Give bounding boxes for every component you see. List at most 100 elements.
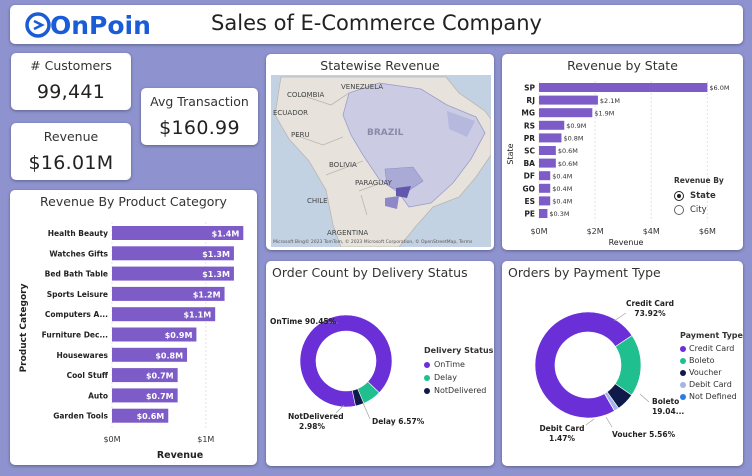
payment-type-card: Orders by Payment Type Credit Card 73.92%… xyxy=(502,261,743,466)
donut-slice-ontime[interactable] xyxy=(299,314,393,408)
slice-label-notdelivered: NotDelivered xyxy=(288,412,344,421)
bar-value-label: $0.9M xyxy=(566,122,586,130)
donut-slice-notdelivered[interactable] xyxy=(351,388,365,407)
y-axis-title: Product Category xyxy=(19,283,29,372)
legend-item-voucher[interactable]: Voucher xyxy=(680,368,743,377)
slice-label-notdelivered-pct: 2.98% xyxy=(299,422,326,431)
category-bar[interactable] xyxy=(112,368,178,383)
map-label-venezuela: VENEZUELA xyxy=(341,83,383,91)
map-region-sp[interactable] xyxy=(396,186,411,198)
donut-slice-not-defined[interactable] xyxy=(604,393,615,412)
toggle-option-state[interactable]: State xyxy=(674,191,724,201)
map-region-south[interactable] xyxy=(384,166,424,194)
statewise-revenue-map-card: Statewise Revenue VENEZUELA COLOMBIA ECU… xyxy=(266,54,494,250)
slice-label-credit-card: Credit Card xyxy=(626,299,674,308)
slice-label-ontime: OnTime 90.45% xyxy=(270,317,337,326)
category-bar[interactable] xyxy=(112,327,197,342)
category-bar[interactable] xyxy=(112,226,244,240)
bar-value-label: $1.2M xyxy=(193,290,221,299)
slice-label-credit-card-pct: 73.92% xyxy=(634,309,666,318)
map-region-rs[interactable] xyxy=(385,196,399,209)
toggle-option-city[interactable]: City xyxy=(674,205,724,215)
kpi-avg-transaction-value: $160.99 xyxy=(159,117,240,139)
state-bar[interactable] xyxy=(539,83,708,92)
state-label: DF xyxy=(524,172,535,181)
legend-item-delay[interactable]: Delay xyxy=(424,373,493,382)
slice-label-debit-card-pct: 1.47% xyxy=(549,434,576,443)
logo-text: OnPoint xyxy=(50,11,150,40)
kpi-customers-label: # Customers xyxy=(30,58,112,73)
category-bar[interactable] xyxy=(112,388,178,403)
category-bar[interactable] xyxy=(112,246,234,261)
bar-value-label: $0.7M xyxy=(146,372,174,381)
category-bar[interactable] xyxy=(112,286,225,301)
map-canvas[interactable]: VENEZUELA COLOMBIA ECUADOR PERU BRAZIL B… xyxy=(271,75,491,247)
legend-dot-icon xyxy=(424,387,430,394)
map-label-chile: CHILE xyxy=(307,197,328,205)
legend-item-boleto[interactable]: Boleto xyxy=(680,356,743,365)
state-bar[interactable] xyxy=(539,171,551,181)
legend-item-debit-card[interactable]: Debit Card xyxy=(680,380,743,389)
leader-line xyxy=(613,312,627,322)
state-bar[interactable] xyxy=(539,158,556,168)
legend-label: Boleto xyxy=(689,356,715,365)
category-bar[interactable] xyxy=(112,266,234,281)
category-bar[interactable] xyxy=(112,347,188,362)
state-bar[interactable] xyxy=(539,209,548,218)
state-bar-chart: $0M $2M $4M $6M SP $6.0M RJ $2.1M MG $1.9M RS $0.9M… xyxy=(506,81,729,247)
category-label: Watches Gifts xyxy=(49,249,108,258)
delivery-legend: Delivery Status OnTime Delay NotDelivere… xyxy=(424,346,493,395)
legend-dot-icon xyxy=(424,374,430,381)
donut-slice-credit-card[interactable] xyxy=(534,311,633,419)
legend-label: OnTime xyxy=(434,360,465,369)
leader-line xyxy=(335,404,345,414)
category-label: Cool Stuff xyxy=(67,371,109,380)
state-bar[interactable] xyxy=(539,196,551,206)
map-label-paraguay: PARAGUAY xyxy=(355,179,393,187)
state-label: RJ xyxy=(526,96,535,105)
y-axis-title: State xyxy=(506,143,515,164)
state-label: BA xyxy=(523,159,535,168)
state-bar[interactable] xyxy=(539,95,598,105)
bar-value-label: $0.6M xyxy=(137,412,165,421)
legend-item-ontime[interactable]: OnTime xyxy=(424,360,493,369)
delivery-chart-title: Order Count by Delivery Status xyxy=(272,265,468,280)
category-bar[interactable] xyxy=(112,307,216,322)
bar-value-label: $1.1M xyxy=(183,311,211,320)
map-country-borders xyxy=(294,92,382,216)
category-label: Garden Tools xyxy=(53,412,108,421)
leader-line xyxy=(362,402,371,420)
legend-item-not-defined[interactable]: Not Defined xyxy=(680,392,743,401)
page-title: Sales of E-Commerce Company xyxy=(211,11,542,35)
bar-value-label: $0.7M xyxy=(146,392,174,401)
map-region-ne[interactable] xyxy=(447,111,475,137)
legend-dot-icon xyxy=(680,357,686,364)
payment-chart-title: Orders by Payment Type xyxy=(508,265,661,280)
state-bar[interactable] xyxy=(539,120,565,130)
legend-label: Voucher xyxy=(689,368,722,377)
state-bar[interactable] xyxy=(539,146,556,155)
header-bar: OnPoint Sales of E-Commerce Company xyxy=(10,5,743,44)
kpi-revenue-value: $16.01M xyxy=(28,152,114,174)
category-bar[interactable] xyxy=(112,408,169,423)
revenue-by-category-card: Revenue By Product Category $0M $1M Health… xyxy=(10,190,257,465)
bar-value-label: $0.6M xyxy=(558,147,578,155)
state-bar[interactable] xyxy=(539,133,562,143)
state-bar[interactable] xyxy=(539,108,593,118)
bar-value-label: $2.1M xyxy=(600,97,620,105)
legend-dot-icon xyxy=(424,361,430,368)
state-label: ES xyxy=(524,197,535,206)
legend-label: Credit Card xyxy=(689,344,735,353)
bar-value-label: $0.4M xyxy=(552,185,572,193)
state-bar[interactable] xyxy=(539,183,551,193)
map-credit[interactable]: © 2023 TomTom, © 2023 Microsoft Corporat… xyxy=(305,238,473,245)
state-label: SP xyxy=(524,84,535,93)
bar-value-label: $0.4M xyxy=(552,198,572,206)
map-title: Statewise Revenue xyxy=(320,58,440,73)
toggle-option-state-label: State xyxy=(690,191,716,201)
x-axis-title: Revenue xyxy=(157,450,203,461)
legend-item-notdelivered[interactable]: NotDelivered xyxy=(424,386,493,395)
category-label: Furniture Dec... xyxy=(42,331,108,340)
legend-item-credit-card[interactable]: Credit Card xyxy=(680,344,743,353)
